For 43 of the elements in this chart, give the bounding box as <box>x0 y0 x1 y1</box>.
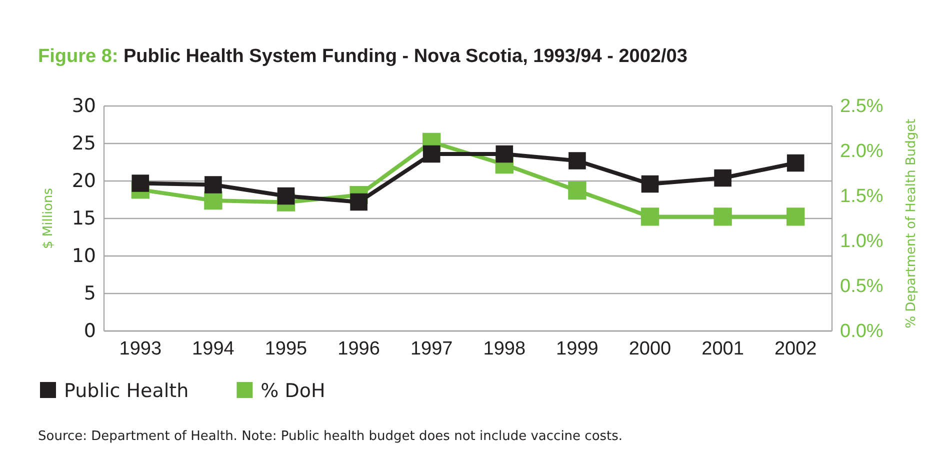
y-tick-label: 25 <box>72 132 96 155</box>
y-tick-label: 10 <box>72 245 96 268</box>
point <box>641 175 659 193</box>
point <box>422 145 440 163</box>
point <box>350 193 368 211</box>
y-tick-label: 30 <box>72 95 96 118</box>
x-tick-label: 2002 <box>774 338 817 360</box>
y-tick-label: 15 <box>72 208 96 230</box>
y-axis-title: $ Millions <box>41 188 56 250</box>
x-tick-label: 2000 <box>628 338 672 360</box>
y-tick-label: 5 <box>84 282 96 305</box>
point <box>714 169 732 187</box>
chart-title: Figure 8: Public Health System Funding - Nova Scotia, 1993/94 - 2002/03 <box>38 46 688 67</box>
x-tick-label: 1997 <box>410 338 453 360</box>
x-tick-label: 1994 <box>192 338 235 360</box>
y2-tick-label: 1.0% <box>840 231 884 252</box>
y-tick-label: 0 <box>84 320 96 342</box>
y2-tick-label: 2.5% <box>840 96 884 118</box>
point <box>496 145 514 163</box>
y2-tick-label: 1.5% <box>840 186 884 208</box>
x-tick-label: 2001 <box>702 338 744 360</box>
x-tick-label: 1999 <box>556 338 598 360</box>
point <box>786 208 805 226</box>
y2-tick-label: 0.5% <box>840 276 884 298</box>
x-tick-label: 1995 <box>264 338 308 360</box>
y2-tick-label: 2.0% <box>840 141 884 162</box>
point <box>786 154 804 172</box>
x-tick-label: 1996 <box>338 338 380 360</box>
source-note: Source: Department of Health. Note: Public health budget does not include vaccine costs. <box>38 429 623 444</box>
y-tick-label: 20 <box>72 170 96 192</box>
point <box>204 176 222 194</box>
y2-tick-label: 0.0% <box>840 321 884 342</box>
point <box>568 152 586 170</box>
y2-axis-title: % Department of Health Budget <box>904 118 919 328</box>
point <box>132 174 150 192</box>
x-tick-label: 1993 <box>119 338 162 360</box>
x-tick-label: 1998 <box>483 338 526 360</box>
point <box>714 208 732 226</box>
point <box>277 187 295 205</box>
legend-label: Public Health <box>64 380 189 402</box>
point <box>640 208 660 226</box>
point <box>568 182 586 200</box>
legend-label: % DoH <box>260 380 326 402</box>
